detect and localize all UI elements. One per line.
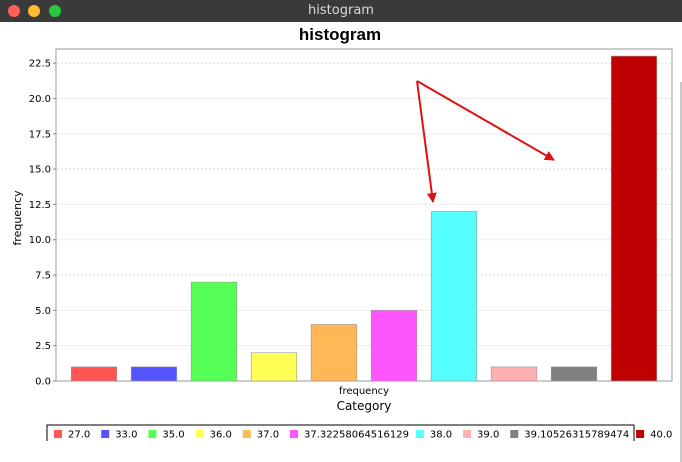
legend-swatch <box>242 430 251 438</box>
minimize-window-button[interactable] <box>28 5 40 17</box>
y-tick-label: 12.5 <box>29 200 51 211</box>
bar-38.0 <box>430 211 478 382</box>
chart-title: histogram <box>299 25 381 44</box>
annotation-arrow-1 <box>416 80 437 203</box>
y-tick-label: 20.0 <box>29 94 51 105</box>
legend-swatch <box>54 430 62 438</box>
y-tick-label: 0.0 <box>35 377 51 388</box>
legend <box>46 424 635 441</box>
legend-label: 38.0 <box>430 430 452 441</box>
legend-label: 35.0 <box>162 430 184 441</box>
y-tick-label: 17.5 <box>29 129 51 140</box>
bar-37.32258064516129 <box>370 310 418 382</box>
y-tick-label: 15.0 <box>29 165 51 176</box>
legend-label: 39.0 <box>477 430 499 441</box>
bar-36.0 <box>250 352 298 382</box>
legend-swatch <box>510 430 519 438</box>
legend-items: 27.0 33.0 35.0 36.0 37.0 37.32258064516129 38.… <box>54 430 672 441</box>
window-edge <box>680 82 682 462</box>
bar-37.0 <box>310 324 358 382</box>
y-axis-label: frequency <box>11 190 24 246</box>
x-axis-label: Category <box>337 399 392 413</box>
bar-39.0 <box>490 366 538 382</box>
legend-swatch <box>101 430 110 438</box>
legend-swatch <box>290 430 298 438</box>
histogram-chart: histogram 0.0 2.5 5.0 7.5 10.0 12.5 15.0 17.5 20… <box>11 25 673 441</box>
legend-label: 37.0 <box>257 430 279 441</box>
legend-label: 36.0 <box>210 430 232 441</box>
bar-39.10526315789474 <box>550 366 598 382</box>
window-title: histogram <box>308 3 374 18</box>
bar-35.0 <box>190 281 238 382</box>
close-window-button[interactable] <box>8 5 20 17</box>
window-titlebar: histogram <box>0 0 682 23</box>
legend-label: 27.0 <box>68 430 90 441</box>
y-axis-ticks: 0.0 2.5 5.0 7.5 10.0 12.5 15.0 17.5 20.0 22.5 <box>29 59 56 388</box>
maximize-window-button[interactable] <box>49 5 61 17</box>
legend-swatch <box>463 430 472 438</box>
plot-area <box>55 48 673 382</box>
chart-panel: histogram 0.0 2.5 5.0 7.5 10.0 12.5 15.0 17.5 20… <box>0 22 682 462</box>
annotation-arrow-2 <box>416 80 555 161</box>
bars <box>70 55 658 382</box>
y-tick-label: 7.5 <box>35 271 51 282</box>
y-tick-label: 5.0 <box>35 306 51 317</box>
legend-swatch <box>415 430 424 438</box>
category-tick-label: frequency <box>339 386 389 397</box>
bar-40.0 <box>610 55 658 382</box>
legend-label: 33.0 <box>115 430 137 441</box>
legend-label: 40.0 <box>650 430 672 441</box>
y-tick-label: 22.5 <box>29 59 51 70</box>
legend-swatch <box>195 430 204 438</box>
legend-label: 37.32258064516129 <box>304 430 409 441</box>
bar-33.0 <box>130 366 178 382</box>
legend-label: 39.10526315789474 <box>524 430 629 441</box>
legend-swatch <box>148 430 157 438</box>
y-tick-label: 2.5 <box>35 341 51 352</box>
legend-swatch <box>636 430 645 438</box>
bar-27.0 <box>70 366 118 382</box>
y-tick-label: 10.0 <box>29 235 51 246</box>
